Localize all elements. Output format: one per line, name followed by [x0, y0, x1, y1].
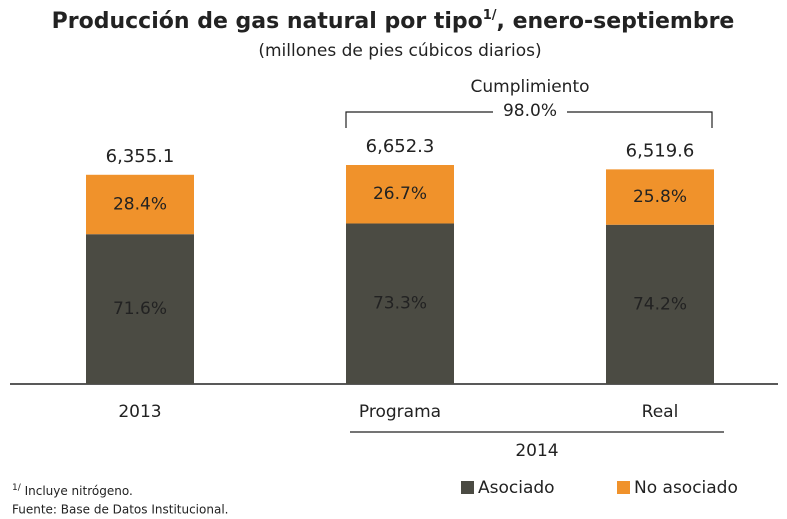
title-part: , enero-septiembre — [497, 9, 735, 34]
legend-swatch — [617, 481, 630, 494]
bar-segment — [606, 169, 714, 225]
value-label: 73.3% — [373, 294, 427, 314]
group-label: 2014 — [515, 441, 558, 461]
footnote: Fuente: Base de Datos Institucional. — [12, 503, 228, 517]
value-label: 71.6% — [113, 299, 167, 319]
chart-title: Producción de gas natural por tipo1/, en… — [52, 8, 735, 35]
total-label: 6,652.3 — [366, 136, 435, 157]
footnote: 1/ Incluye nitrógeno. — [12, 483, 133, 498]
value-label: 74.2% — [633, 294, 687, 314]
x-tick-label: 2013 — [118, 402, 161, 422]
bar-segment — [346, 223, 454, 384]
title-part: Producción de gas natural por tipo — [52, 9, 483, 34]
legend-swatch — [461, 481, 474, 494]
value-label: 26.7% — [373, 184, 427, 204]
footnote-text: Incluye nitrógeno. — [21, 484, 133, 498]
chart-subtitle: (millones de pies cúbicos diarios) — [258, 41, 541, 61]
legend-label: No asociado — [634, 478, 738, 498]
title-superscript: 1/ — [483, 8, 497, 23]
value-label: 28.4% — [113, 194, 167, 214]
bar-segment — [606, 224, 714, 384]
annotation-value: 98.0% — [503, 101, 557, 121]
x-tick-label: Real — [642, 402, 679, 422]
total-label: 6,355.1 — [106, 146, 175, 167]
x-tick-label: Programa — [359, 402, 441, 422]
total-label: 6,519.6 — [626, 140, 695, 161]
bar-segment — [86, 234, 194, 384]
value-label: 25.8% — [633, 187, 687, 207]
bar-segment — [86, 174, 194, 235]
footnote-superscript: 1/ — [12, 483, 22, 493]
annotation-label: Cumplimiento — [470, 77, 589, 97]
bar-segment — [346, 165, 454, 224]
legend-label: Asociado — [478, 478, 555, 498]
bracket — [345, 111, 713, 128]
